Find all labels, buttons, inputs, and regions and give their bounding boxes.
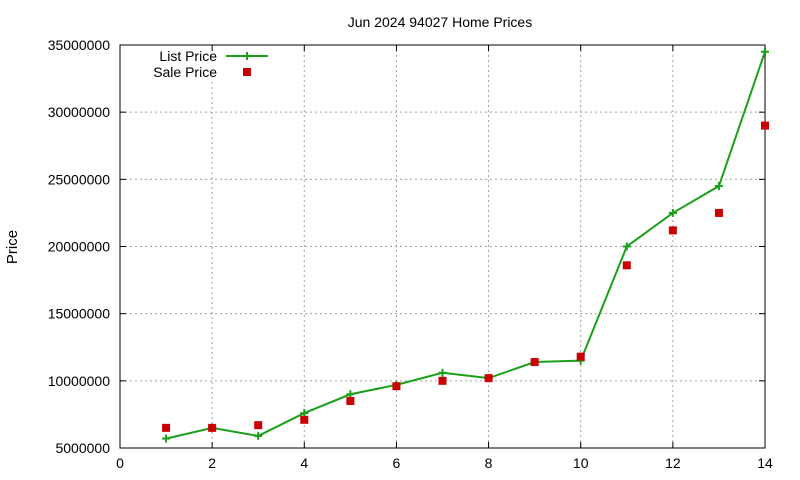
y-tick-label: 5000000 [55, 440, 110, 456]
data-point-sale-price [208, 424, 216, 432]
data-point-sale-price [300, 416, 308, 424]
data-point-list-price [254, 432, 262, 440]
data-point-list-price [715, 182, 723, 190]
y-tick-label: 25000000 [48, 171, 111, 187]
legend-label: Sale Price [153, 64, 217, 80]
data-point-sale-price [254, 421, 262, 429]
data-point-sale-price [761, 122, 769, 130]
data-point-list-price [761, 48, 769, 56]
legend-swatch-cross [243, 52, 251, 60]
data-point-sale-price [577, 353, 585, 361]
y-tick-label: 30000000 [48, 104, 111, 120]
data-point-list-price [162, 435, 170, 443]
data-point-sale-price [439, 377, 447, 385]
data-point-list-price [439, 369, 447, 377]
y-tick-label: 15000000 [48, 306, 111, 322]
x-tick-label: 6 [393, 455, 401, 471]
legend-label: List Price [159, 48, 217, 64]
data-point-sale-price [485, 374, 493, 382]
data-point-sale-price [715, 209, 723, 217]
chart-title: Jun 2024 94027 Home Prices [348, 14, 532, 30]
data-point-sale-price [392, 382, 400, 390]
y-tick-label: 20000000 [48, 239, 111, 255]
legend-swatch-square [243, 68, 251, 76]
x-tick-label: 0 [116, 455, 124, 471]
y-tick-label: 35000000 [48, 37, 111, 53]
x-tick-label: 10 [573, 455, 589, 471]
y-tick-label: 10000000 [48, 373, 111, 389]
x-tick-label: 8 [485, 455, 493, 471]
data-series [162, 48, 769, 443]
data-point-sale-price [162, 424, 170, 432]
axis-ticks: 0 2 4 6 8 10 12 14 5000000 10000000 15000000 200000… [48, 37, 773, 471]
data-point-sale-price [623, 261, 631, 269]
x-tick-label: 4 [300, 455, 308, 471]
data-point-sale-price [531, 358, 539, 366]
x-tick-label: 12 [665, 455, 681, 471]
x-tick-label: 2 [208, 455, 216, 471]
y-axis-label: Price [4, 230, 21, 264]
grid-lines [120, 45, 765, 448]
data-point-sale-price [346, 397, 354, 405]
x-tick-label: 14 [757, 455, 773, 471]
data-point-sale-price [669, 226, 677, 234]
